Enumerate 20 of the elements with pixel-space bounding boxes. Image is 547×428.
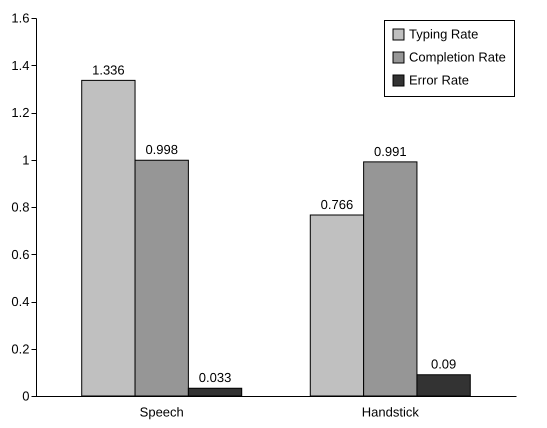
y-tick-label: 1.4 [11, 58, 30, 73]
data-label: 0.998 [145, 142, 178, 158]
y-tick-label: 0.2 [11, 341, 30, 356]
data-label: 0.09 [430, 356, 456, 372]
legend-label: Typing Rate [409, 26, 478, 42]
y-tick-label: 1.6 [11, 10, 30, 26]
data-label: 1.336 [92, 62, 125, 78]
x-tick-label: Speech [140, 404, 184, 420]
y-tick-label: 0.6 [11, 246, 30, 262]
data-label: 0.766 [320, 197, 354, 212]
y-tick-label: 1.2 [11, 105, 30, 120]
legend-label: Error Rate [409, 72, 469, 88]
legend-label: Completion Rate [409, 50, 506, 64]
data-label: 0.991 [374, 144, 407, 159]
y-tick-label: 0.8 [11, 200, 30, 214]
y-tick-label: 1 [22, 152, 30, 168]
x-tick-label: Handstick [362, 404, 420, 420]
y-tick-label: 0 [22, 388, 30, 404]
y-tick-label: 0.4 [11, 294, 30, 309]
data-label: 0.033 [198, 370, 232, 386]
